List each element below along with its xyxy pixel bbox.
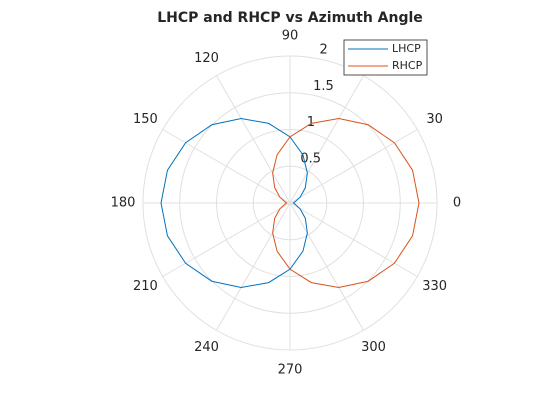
theta-tick-label: 90 bbox=[282, 29, 299, 44]
legend-label: LHCP bbox=[392, 42, 421, 55]
theta-tick-label: 120 bbox=[194, 51, 219, 66]
theta-tick-label: 180 bbox=[111, 196, 136, 211]
theta-tick-label: 330 bbox=[422, 279, 447, 294]
r-tick-label: 2 bbox=[320, 43, 328, 58]
theta-tick-label: 0 bbox=[453, 196, 461, 211]
theta-tick-label: 30 bbox=[426, 112, 443, 127]
chart-title: LHCP and RHCP vs Azimuth Angle bbox=[157, 10, 423, 26]
series-line bbox=[160, 117, 308, 289]
theta-tick-label: 150 bbox=[133, 112, 158, 127]
r-grid-circle bbox=[142, 55, 438, 351]
legend-box bbox=[343, 39, 428, 76]
theta-tick-label: 270 bbox=[278, 363, 303, 378]
legend-label: RHCP bbox=[392, 59, 423, 72]
theta-tick-label: 210 bbox=[133, 279, 158, 294]
r-tick-label: 1.5 bbox=[313, 79, 334, 94]
theta-tick-label: 300 bbox=[361, 340, 386, 355]
r-tick-label: 1 bbox=[307, 115, 315, 130]
r-grid-circle bbox=[252, 165, 328, 241]
r-grid-circle bbox=[216, 129, 364, 277]
series-line bbox=[272, 117, 420, 289]
theta-tick-label: 240 bbox=[194, 340, 219, 355]
r-tick-label: 0.5 bbox=[300, 151, 321, 166]
r-grid-circle bbox=[179, 92, 401, 314]
